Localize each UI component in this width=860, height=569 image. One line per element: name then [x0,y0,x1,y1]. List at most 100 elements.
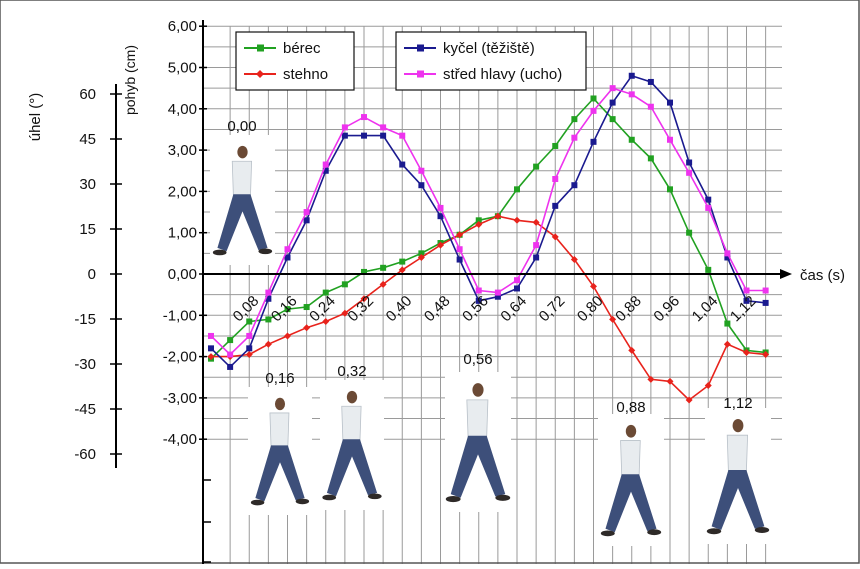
person-shoe [647,529,662,536]
series-line-berec [210,97,766,360]
person-shoe [600,530,615,537]
data-point [284,254,291,261]
walking-frame-5: 1,12 [705,395,771,544]
data-point [571,182,578,189]
angle-tick-label: 15 [79,221,96,238]
legend-box-1: kyčel (těžiště) střed hlavy (ucho) [395,31,587,91]
person-shirt [269,412,290,447]
series-kycel [208,72,769,370]
legend-frame [235,31,355,91]
data-point [322,289,329,296]
data-point [456,231,464,239]
data-point [686,229,693,236]
data-point [475,217,482,224]
y-tick-label-cm: -1,00 [163,307,197,324]
legend-frame [395,31,587,91]
data-point [667,136,673,143]
data-point [628,91,635,98]
y-tick-label-cm: 6,00 [168,18,197,35]
data-point [533,242,540,249]
data-point [551,233,559,241]
data-point [762,299,769,306]
data-point [341,309,349,317]
data-point [379,280,387,288]
data-point [475,287,482,294]
data-point [686,169,693,176]
legend-swatch-marker [417,44,424,52]
walking-person-icon [706,419,770,535]
data-point [456,256,463,263]
data-point [647,155,654,162]
angle-tick-label: -30 [74,356,96,373]
frame-time-label: 0,56 [463,351,492,368]
data-point [532,218,540,226]
data-point [437,204,444,211]
y-tick-label-cm: 5,00 [168,60,197,77]
data-point [590,282,597,290]
person-shoe [495,494,511,501]
legend-label: stehno [283,66,328,83]
person-jeans [711,470,765,530]
angle-tick-label: 45 [79,131,96,148]
person-shirt [231,160,253,196]
data-point [380,132,387,139]
data-point [552,176,559,183]
y-axis-label-cm: pohyb (cm) [122,45,138,115]
y-tick-label-cm: 4,00 [168,101,197,118]
data-point [245,351,253,359]
data-point [647,103,654,110]
data-point [570,256,578,264]
data-point [208,345,214,352]
axes: 6,00 5,00 4,00 3,00 2,00 1,00 0,00 -1,00 -2,00 -3… [27,18,845,564]
data-point [341,132,348,139]
data-point [227,337,234,344]
person-shoe [754,527,770,533]
person-shoe [445,495,461,503]
y-tick-label-cm: -2,00 [163,349,197,366]
series-hlava [208,85,769,358]
data-point [399,132,406,139]
angle-tick-label: 0 [88,266,96,283]
data-point [456,246,463,253]
data-point [264,340,272,348]
data-point [705,204,712,211]
data-point [723,340,731,348]
data-point [628,72,635,79]
series-line-kycel [210,74,766,369]
walking-person-icon [212,145,273,256]
y-axis-label-angle: úhel (°) [27,93,44,142]
person-jeans [450,435,506,498]
data-point [590,107,597,114]
data-point [724,254,731,261]
data-point [380,124,387,131]
person-jeans [605,474,657,533]
data-point [284,246,291,253]
data-point [609,85,616,92]
frame-time-label: 0,32 [337,363,366,380]
data-point [284,306,291,313]
data-point [246,345,253,352]
data-point [743,297,750,304]
legend-entry-berec: bérec [244,40,321,57]
data-point [360,295,368,303]
legend-entry-kycel: kyčel (těžiště) [404,40,535,57]
legend-swatch-marker [257,44,264,52]
data-point [743,287,750,294]
data-point [705,196,712,203]
walking-person-icon [600,424,662,537]
legend-label: střed hlavy (ucho) [443,66,562,83]
data-point [341,124,348,131]
y-tick-label-cm: 0,00 [168,266,197,283]
person-jeans [217,194,268,252]
x-axis-label: čas (s) [800,267,845,284]
data-point [265,289,272,296]
data-point [704,382,712,390]
data-point [418,182,425,189]
data-point [514,285,520,292]
data-point [533,163,540,170]
data-point [762,351,770,359]
person-head [732,419,744,433]
frame-time-label: 1,12 [723,395,752,412]
